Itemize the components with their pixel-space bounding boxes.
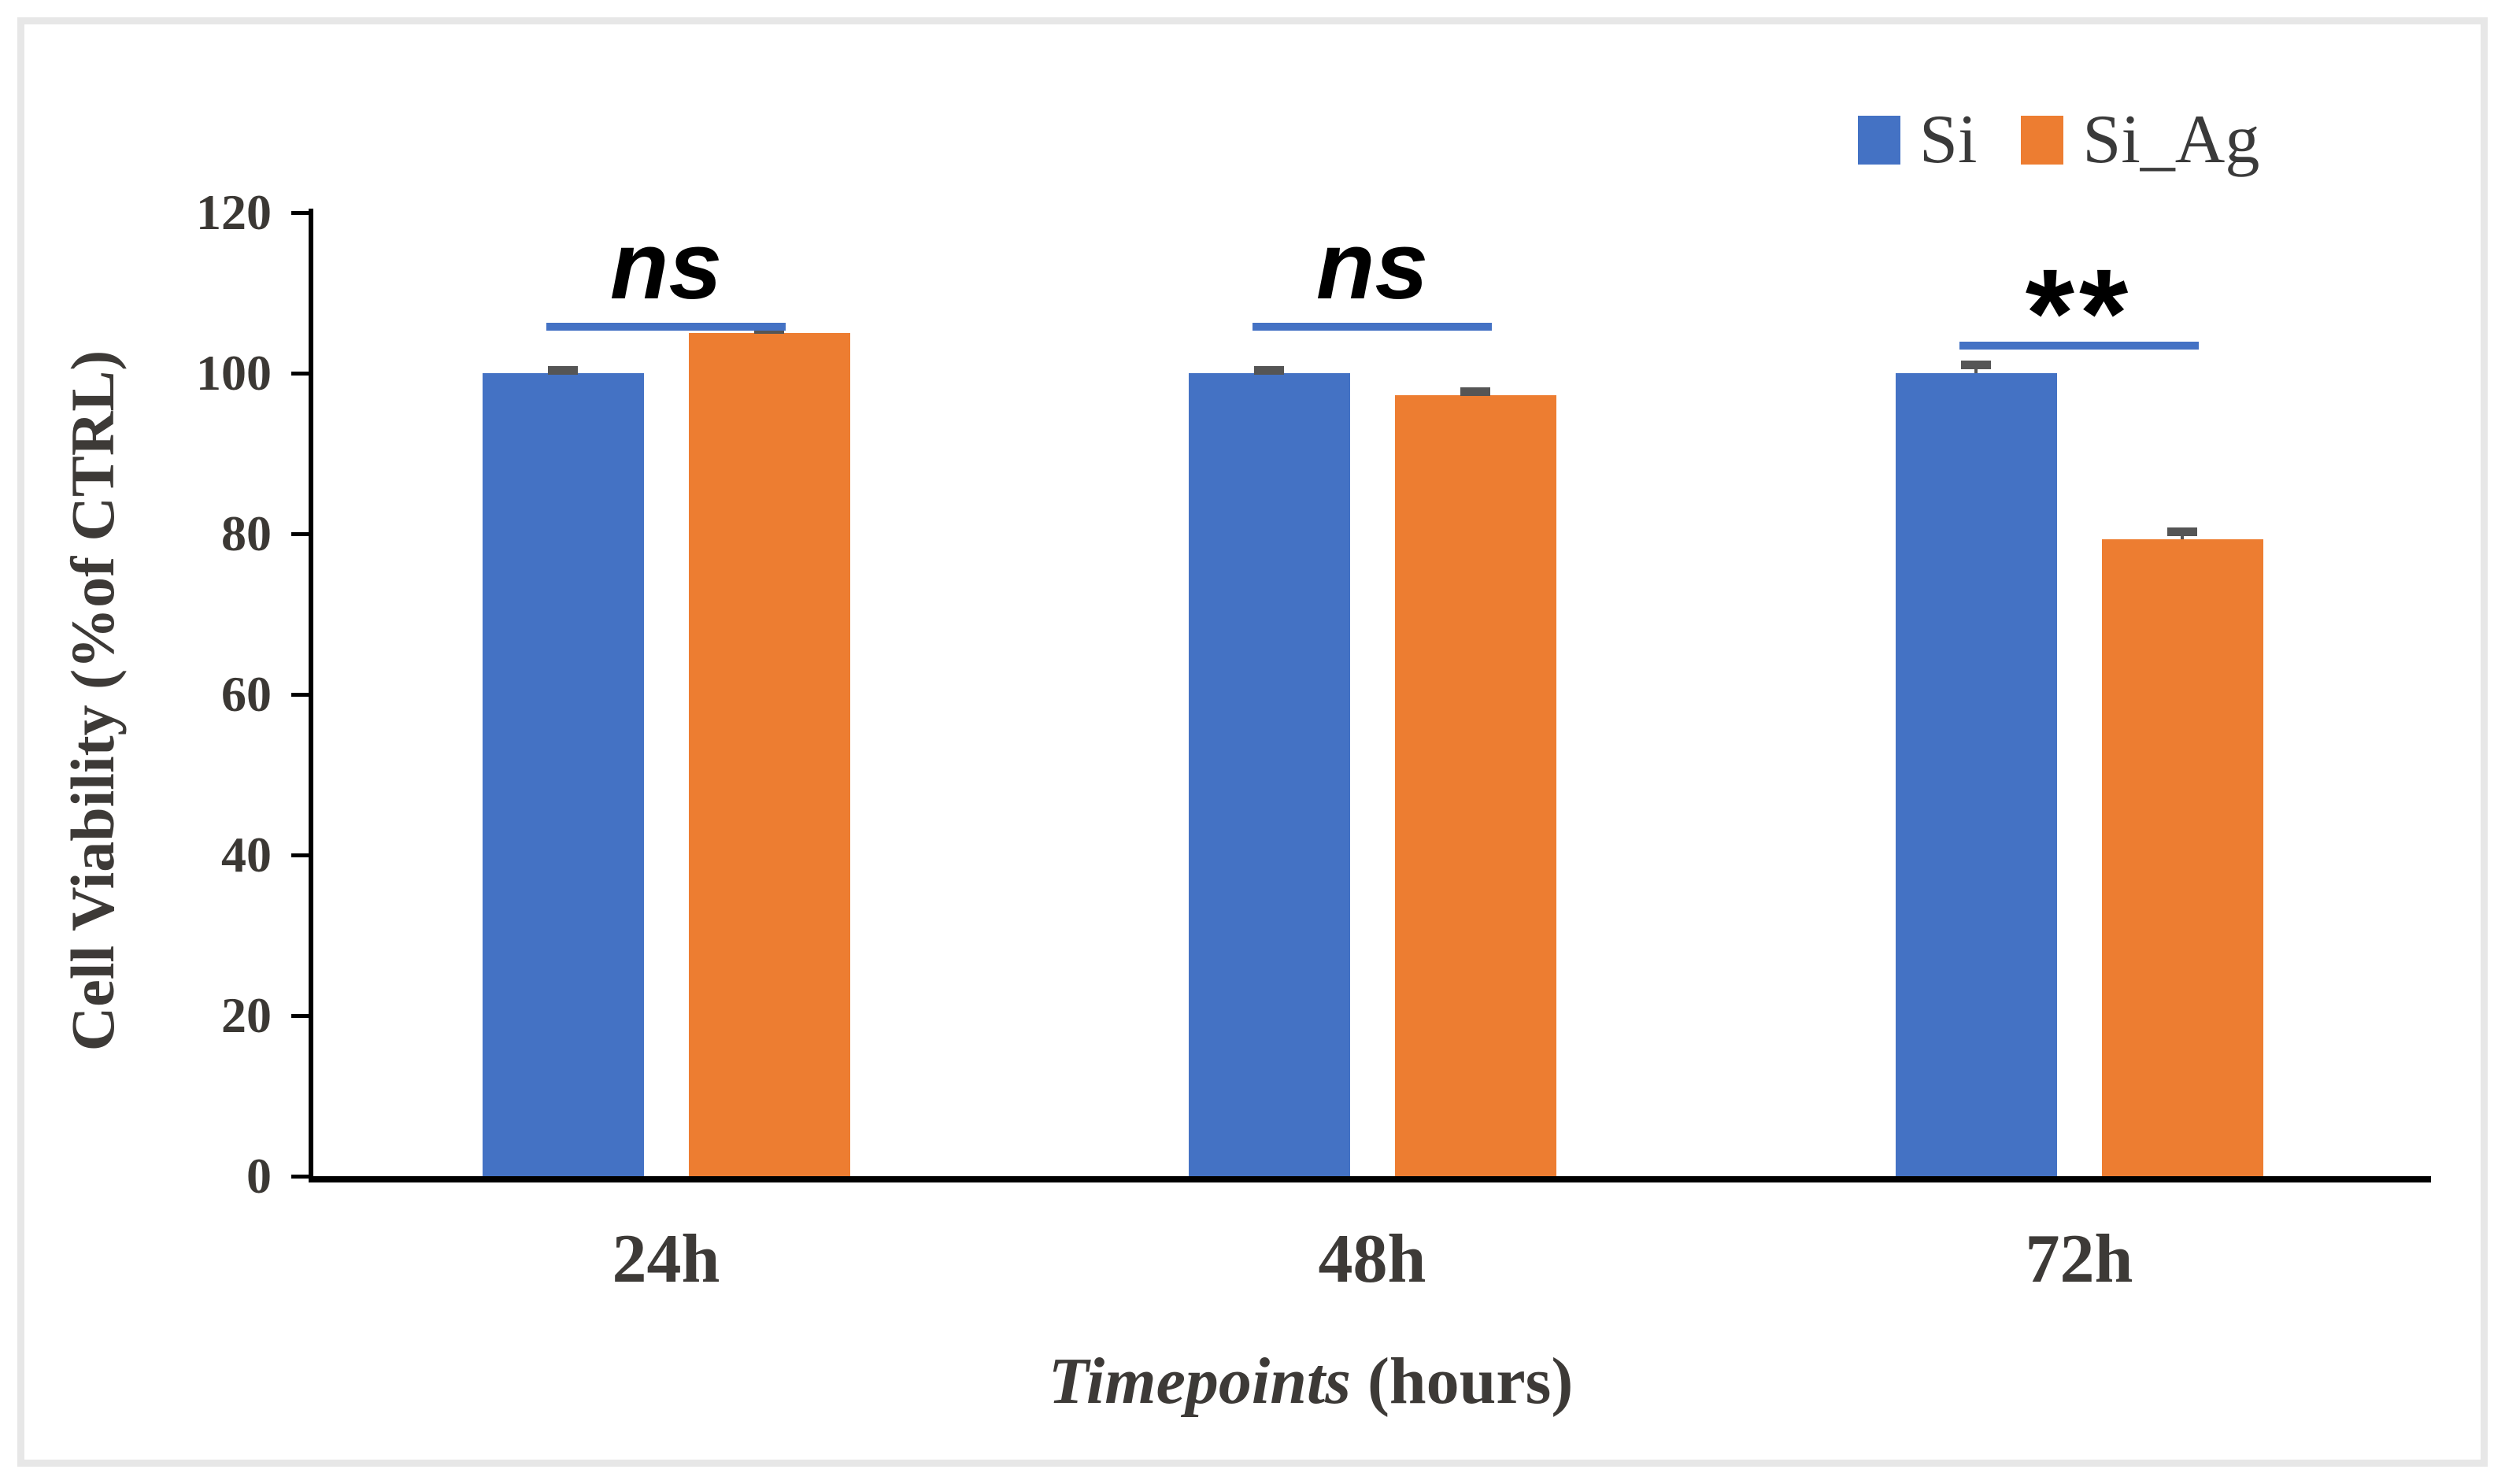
legend-swatch-si xyxy=(1858,116,1900,165)
significance-label-24h: ns xyxy=(609,212,723,319)
y-tick-label: 60 xyxy=(221,666,272,722)
legend-label-si-ag: Si_Ag xyxy=(2082,102,2260,178)
y-tick-mark xyxy=(291,372,309,376)
bar-si-ag-72h xyxy=(2101,539,2263,1176)
x-axis-title-italic: Timepoints xyxy=(1048,1345,1351,1418)
x-axis-line xyxy=(309,1176,2431,1182)
y-tick-label: 40 xyxy=(221,827,272,883)
legend-label-si: Si xyxy=(1919,102,1978,178)
error-bar-cap xyxy=(2167,527,2197,537)
y-tick-mark xyxy=(291,693,309,697)
y-tick-label: 0 xyxy=(246,1148,272,1204)
y-tick-mark xyxy=(291,211,309,215)
significance-label-48h: ns xyxy=(1315,212,1429,319)
legend-item-si: Si xyxy=(1858,105,1977,175)
x-category-label-24h: 24h xyxy=(612,1221,720,1297)
bar-si-ag-48h xyxy=(1394,394,1556,1176)
bar-si-24h xyxy=(482,373,644,1176)
x-category-label-48h: 48h xyxy=(1318,1221,1426,1297)
x-axis-title-plain: (hours) xyxy=(1367,1345,1574,1418)
significance-line-72h xyxy=(1959,342,2199,350)
y-tick-label: 120 xyxy=(196,184,272,240)
x-axis-title: Timepoints (hours) xyxy=(1049,1343,1574,1419)
y-axis-line xyxy=(309,209,313,1182)
legend-item-si-ag: Si_Ag xyxy=(2021,105,2259,175)
significance-line-24h xyxy=(546,323,786,331)
error-bar-cap xyxy=(1460,387,1490,396)
bar-si-72h xyxy=(1895,373,2057,1176)
y-tick-label: 20 xyxy=(221,987,272,1043)
y-tick-mark xyxy=(291,532,309,536)
error-bar-cap xyxy=(1961,361,1991,370)
y-tick-mark xyxy=(291,1014,309,1018)
y-tick-mark xyxy=(291,1175,309,1179)
bar-si-48h xyxy=(1188,373,1350,1176)
significance-label-72h: ** xyxy=(2025,242,2133,383)
y-tick-label: 80 xyxy=(221,505,272,561)
error-bar-cap xyxy=(548,366,578,376)
y-tick-label: 100 xyxy=(196,345,272,401)
y-tick-mark xyxy=(291,853,309,857)
legend: Si Si_Ag xyxy=(1858,96,2259,184)
error-bar-cap xyxy=(1254,366,1284,376)
significance-line-48h xyxy=(1252,323,1492,331)
legend-swatch-si-ag xyxy=(2021,116,2064,165)
x-category-label-72h: 72h xyxy=(2025,1221,2133,1297)
bar-si-ag-24h xyxy=(688,333,850,1176)
